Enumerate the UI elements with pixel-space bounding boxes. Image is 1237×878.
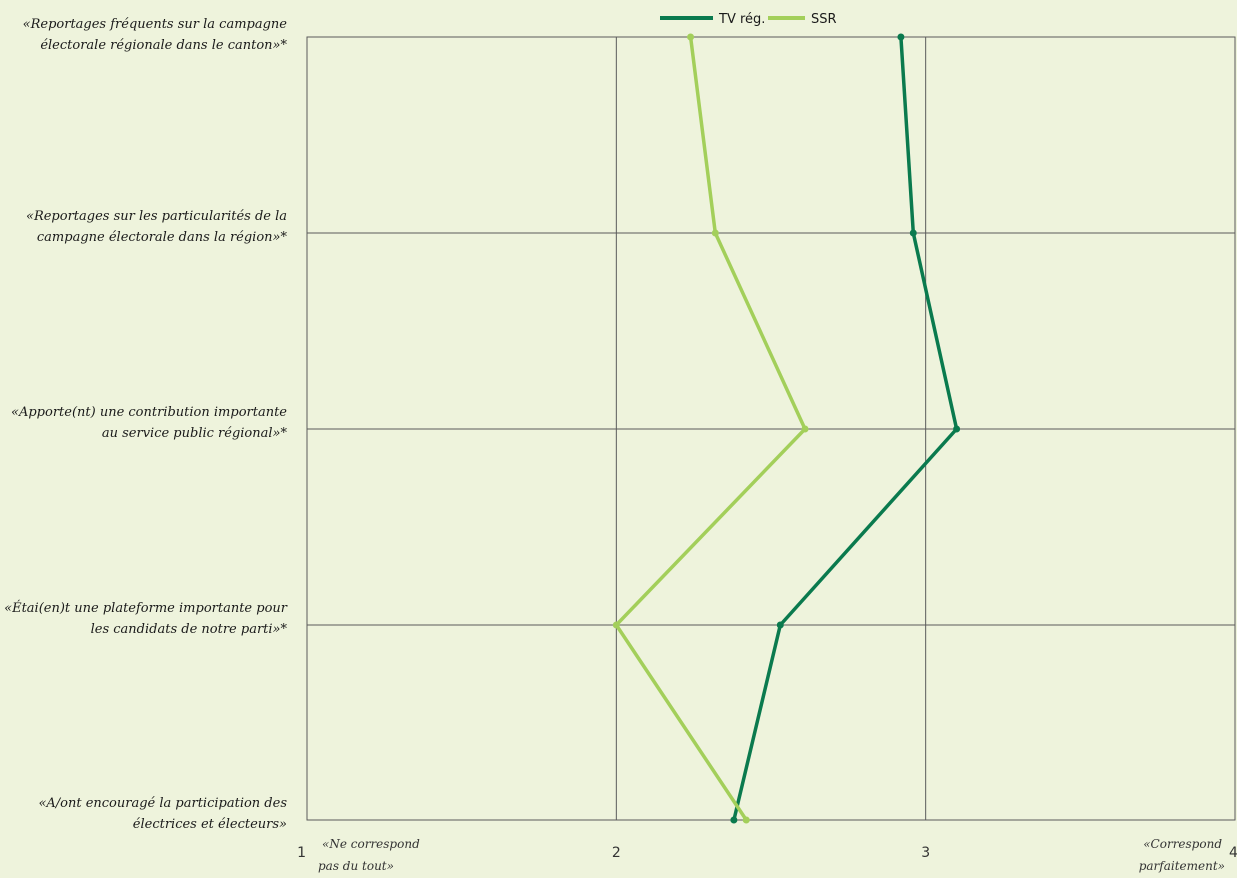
category-label-line: «Apporte(nt) une contribution importante [11,405,287,420]
category-label-line: «Reportages sur les particularités de la [26,209,287,224]
category-label-line: «Reportages fréquents sur la campagne [23,17,288,32]
category-label-line: campagne électorale dans la région»* [37,230,288,245]
category-label-line: les candidats de notre parti»* [91,622,288,637]
x-tick-label: 2 [612,845,621,861]
data-point [730,816,738,824]
anchor-high-label: «Correspond parfaitement» [1139,837,1225,873]
category-label: «Étai(en)t une plateforme importante pou… [4,600,288,637]
anchor-low-line: «Ne correspond [322,837,420,851]
category-label-line: «A/ont encouragé la participation des [38,796,287,811]
category-label: «Reportages sur les particularités de la… [26,209,288,245]
data-point [612,621,620,629]
data-point [801,425,809,433]
x-tick-label: 3 [921,845,930,861]
anchor-low-line: pas du tout» [318,859,394,873]
data-point [909,229,917,237]
data-point [687,33,695,41]
x-tick-label: 1 [297,845,306,861]
category-label: «Apporte(nt) une contribution importante… [11,405,287,441]
category-label-line: électorale régionale dans le canton»* [40,38,287,53]
anchor-low-label: «Ne correspond pas du tout» [318,837,420,873]
category-label: «A/ont encouragé la participation des éle… [38,796,287,832]
category-label-line: «Étai(en)t une plateforme importante pou… [4,600,288,616]
anchor-high-line: «Correspond [1143,837,1222,851]
data-point [776,621,784,629]
category-label-line: électrices et électeurs» [133,817,287,832]
data-point [742,816,750,824]
category-label-line: au service public régional»* [102,426,288,441]
legend-label: SSR [811,12,837,27]
anchor-high-line: parfaitement» [1139,859,1225,873]
legend-label: TV rég. [718,12,765,27]
data-point [711,229,719,237]
data-point [953,425,961,433]
x-tick-label: 4 [1229,845,1237,861]
data-point [897,33,905,41]
category-label: «Reportages fréquents sur la campagne éle… [23,17,288,53]
